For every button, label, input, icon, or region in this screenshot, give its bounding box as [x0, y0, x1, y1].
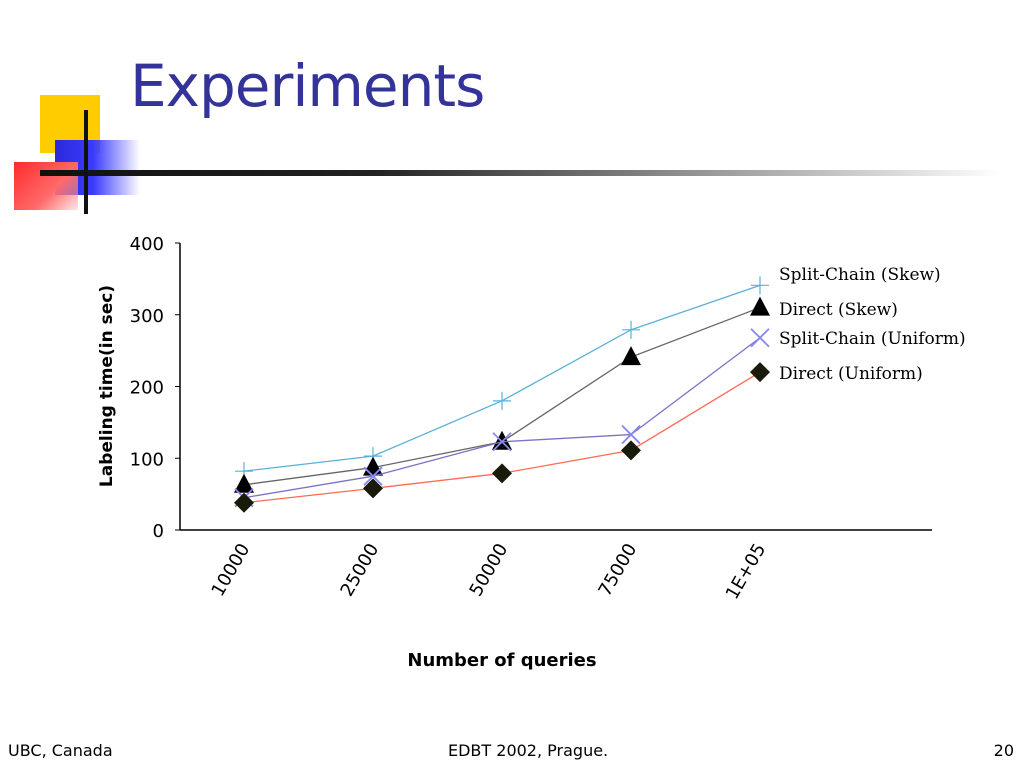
footer-affiliation: UBC, Canada [8, 741, 113, 760]
legend-label: Split-Chain (Uniform) [779, 329, 966, 349]
diamond-marker [750, 362, 770, 383]
marker-stroke [363, 466, 383, 486]
y-tick-label: 300 [130, 306, 164, 327]
x-tick-label: 10000 [208, 540, 255, 600]
y-tick-label: 200 [130, 378, 164, 399]
x-tick-label: 75000 [595, 540, 642, 600]
plus-marker [622, 320, 640, 339]
x-tick-label: 50000 [466, 540, 513, 600]
triangle-marker [234, 473, 254, 493]
y-tick-label: 400 [130, 234, 164, 255]
series-direct-uniform- [234, 362, 770, 513]
legend-label: Direct (Uniform) [779, 364, 923, 384]
chart-axes: 0 100 200 300 400 10000 25000 50000 75000 1E+05 [130, 234, 932, 603]
x-tick-label: 25000 [337, 540, 384, 600]
line-chart: 0 100 200 300 400 10000 25000 50000 75000 1E+05 S… [97, 234, 966, 671]
marker-stroke [750, 328, 770, 348]
triangle-marker [750, 296, 770, 316]
marker-stroke [492, 432, 512, 452]
x-tick-label: 1E+05 [722, 540, 771, 603]
slide-number: 20 [993, 741, 1014, 760]
y-axis-label: Labeling time(in sec) [97, 285, 117, 487]
title-underline [40, 170, 1000, 176]
chart-legend: Split-Chain (Skew) Direct (Skew) Split-Cha… [779, 265, 966, 384]
y-tick-label: 100 [130, 449, 164, 470]
logo-vertical-line [84, 110, 88, 214]
triangle-marker [492, 430, 512, 450]
diamond-marker [621, 440, 641, 461]
marker-stroke [621, 424, 641, 445]
x-marker [621, 424, 641, 445]
x-axis-label: Number of queries [407, 650, 596, 671]
diamond-marker [492, 463, 512, 484]
x-marker [363, 466, 383, 486]
triangle-marker [621, 346, 641, 366]
legend-label: Direct (Skew) [779, 300, 898, 320]
diamond-marker [363, 478, 383, 499]
legend-label: Split-Chain (Skew) [779, 265, 941, 285]
plus-marker [751, 276, 769, 295]
y-tick-label: 0 [153, 521, 164, 542]
x-marker [750, 328, 770, 348]
chart-series [234, 276, 770, 513]
plus-marker [493, 391, 511, 410]
diamond-marker [234, 492, 254, 513]
footer-conference: EDBT 2002, Prague. [448, 741, 609, 760]
x-marker [492, 432, 512, 452]
slide-title: Experiments [130, 52, 485, 120]
